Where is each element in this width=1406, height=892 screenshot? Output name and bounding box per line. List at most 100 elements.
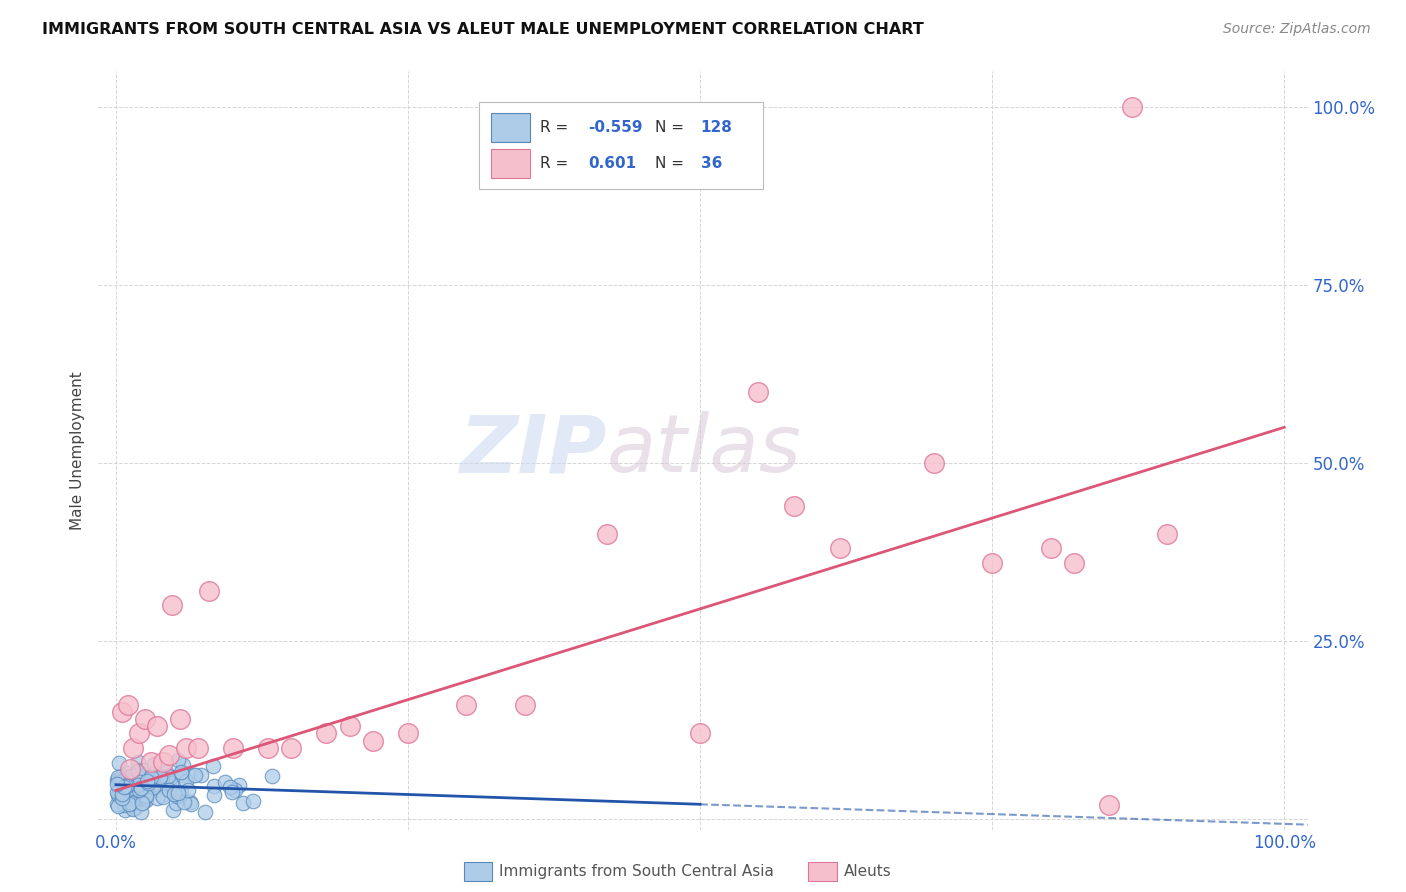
Point [165, 796, 187, 810]
Point [111, 774, 134, 789]
Point [150, 778, 173, 792]
Point [187, 740, 209, 755]
Text: -0.559: -0.559 [588, 120, 643, 135]
Point [177, 783, 200, 797]
Point [129, 782, 152, 797]
Point [122, 797, 145, 812]
Point [142, 780, 165, 794]
Point [108, 756, 131, 770]
Point [221, 784, 243, 798]
Point [122, 780, 145, 795]
Point [135, 792, 157, 806]
Point [595, 527, 617, 541]
Point [174, 740, 197, 755]
Point [152, 789, 174, 804]
Point [782, 499, 804, 513]
Point [315, 726, 337, 740]
Point [120, 785, 142, 799]
Point [170, 768, 193, 782]
FancyBboxPatch shape [479, 102, 763, 189]
Point [361, 733, 384, 747]
Point [1063, 556, 1085, 570]
Point [127, 755, 149, 769]
Point [155, 765, 177, 780]
FancyBboxPatch shape [492, 113, 530, 142]
Text: IMMIGRANTS FROM SOUTH CENTRAL ASIA VS ALEUT MALE UNEMPLOYMENT CORRELATION CHART: IMMIGRANTS FROM SOUTH CENTRAL ASIA VS AL… [42, 22, 924, 37]
Point [201, 759, 224, 773]
Point [149, 771, 172, 785]
Point [184, 768, 207, 782]
Point [202, 780, 225, 794]
Text: atlas: atlas [606, 411, 801, 490]
Point [194, 805, 217, 820]
Point [115, 778, 138, 792]
Point [115, 765, 138, 780]
Text: ZIP: ZIP [458, 411, 606, 490]
Point [111, 776, 134, 790]
Point [112, 780, 135, 794]
Point [149, 779, 172, 793]
Point [136, 772, 159, 786]
Point [922, 456, 945, 470]
Point [131, 772, 153, 787]
Point [156, 771, 179, 785]
Point [139, 770, 162, 784]
Point [128, 765, 150, 780]
Point [830, 541, 852, 556]
Point [107, 789, 129, 803]
Point [156, 769, 179, 783]
Point [1098, 797, 1121, 812]
Point [981, 556, 1004, 570]
FancyBboxPatch shape [492, 149, 530, 178]
Point [162, 803, 184, 817]
Point [146, 719, 169, 733]
Text: R =: R = [540, 155, 572, 170]
Point [157, 783, 180, 797]
Point [190, 767, 212, 781]
Text: 128: 128 [700, 120, 733, 135]
Point [118, 789, 141, 803]
Point [107, 770, 129, 784]
Point [124, 801, 146, 815]
Point [1039, 541, 1062, 556]
Point [121, 796, 143, 810]
Point [112, 797, 135, 812]
Point [128, 782, 150, 797]
Point [122, 802, 145, 816]
Point [173, 795, 195, 809]
Point [129, 805, 152, 819]
Point [131, 772, 153, 786]
Point [167, 787, 190, 801]
Point [127, 778, 149, 792]
Point [166, 789, 188, 804]
Point [170, 766, 193, 780]
Point [108, 783, 131, 797]
Point [108, 775, 131, 789]
Text: N =: N = [655, 155, 689, 170]
Text: Aleuts: Aleuts [844, 864, 891, 879]
Point [118, 778, 141, 792]
Text: R =: R = [540, 120, 572, 135]
Point [131, 796, 153, 810]
Point [114, 779, 136, 793]
Text: Source: ZipAtlas.com: Source: ZipAtlas.com [1223, 22, 1371, 37]
Point [128, 782, 150, 797]
Point [166, 753, 188, 767]
Point [134, 712, 156, 726]
Point [172, 757, 194, 772]
Point [157, 747, 180, 762]
Text: Immigrants from South Central Asia: Immigrants from South Central Asia [499, 864, 775, 879]
Point [131, 773, 153, 788]
Point [105, 776, 128, 790]
Point [280, 740, 302, 755]
Point [163, 787, 186, 801]
Point [160, 775, 183, 789]
Point [214, 775, 236, 789]
Point [120, 769, 142, 783]
Point [242, 794, 264, 808]
Point [456, 698, 478, 712]
Point [115, 786, 138, 800]
Point [152, 755, 174, 769]
Point [127, 763, 149, 777]
Point [131, 796, 153, 810]
